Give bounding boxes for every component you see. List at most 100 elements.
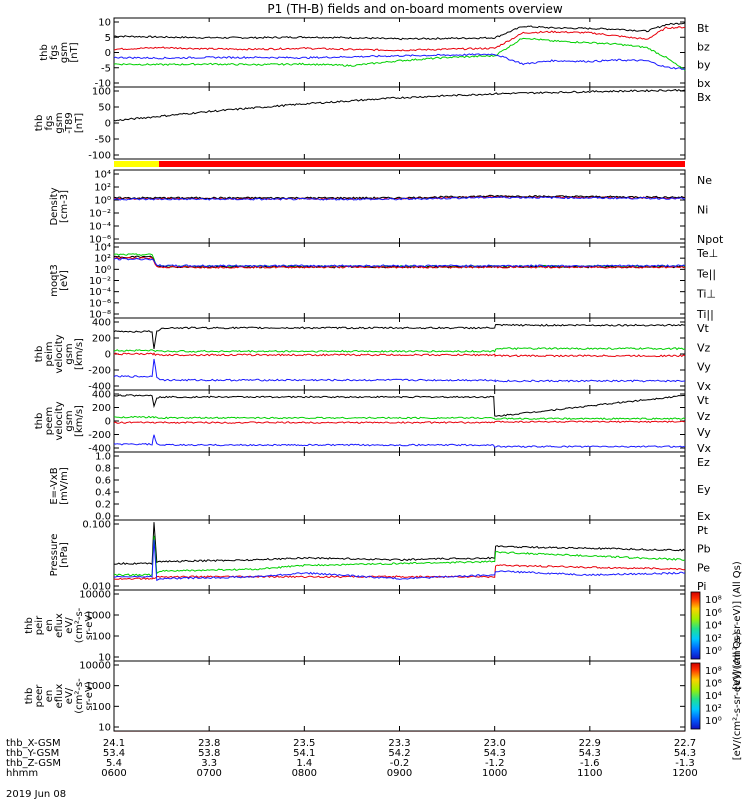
y-axis-label-line: eflux bbox=[54, 684, 65, 709]
x-tick-label: 1200 bbox=[672, 768, 697, 779]
y-axis-label-line: peem bbox=[44, 407, 55, 435]
legend-entry: Bt bbox=[697, 22, 710, 35]
y-tick-label: 10⁴ bbox=[94, 170, 111, 181]
panel-frame bbox=[113, 242, 686, 319]
series-line-bx bbox=[113, 53, 686, 70]
legend-entry: Bx bbox=[697, 91, 712, 104]
y-tick-label: -100 bbox=[88, 151, 111, 162]
y-axis-label-line: eflux bbox=[54, 613, 65, 638]
y-tick-label: -200 bbox=[88, 430, 111, 441]
legend-entry: bx bbox=[697, 77, 711, 90]
series-line-Bt bbox=[113, 22, 686, 41]
legend-entry: Ez bbox=[697, 456, 710, 469]
y-axis-label-line: gsm bbox=[54, 112, 65, 133]
y-axis-label-line: gsm bbox=[64, 343, 75, 364]
y-axis-label-line: [nT] bbox=[69, 42, 80, 62]
y-tick-label: 200 bbox=[92, 334, 111, 345]
y-axis-label: thb peer en eflux eV/(cm²-s-sr-eV) bbox=[24, 678, 95, 714]
y-tick-label: 10 bbox=[98, 18, 111, 29]
legend-entry: Pi bbox=[697, 580, 706, 593]
series-line-Ni bbox=[113, 194, 686, 200]
colorbar-label: [eV/(cm²-s-sr-eV)] (All Qs) bbox=[732, 561, 743, 690]
y-tick-label: 400 bbox=[92, 318, 111, 329]
y-axis-label-line: [km/s] bbox=[74, 405, 85, 437]
y-axis-label-line: -T89 bbox=[64, 112, 75, 134]
x-tick-label: 54.2 bbox=[388, 748, 410, 759]
colorbar-tick-label: 10⁰ bbox=[705, 716, 722, 727]
y-tick-label: 0 bbox=[105, 48, 111, 59]
x-axis-row-label: thb_X-GSM bbox=[6, 738, 61, 749]
series-line-Vx bbox=[113, 434, 685, 448]
legend-entry: Ni bbox=[697, 204, 708, 217]
colorbar-tick-label: 10² bbox=[705, 704, 722, 715]
panel-frame bbox=[113, 17, 686, 88]
y-tick-label: 400 bbox=[92, 390, 111, 401]
y-tick-label: 10 bbox=[98, 653, 111, 664]
legend-entry: by bbox=[697, 59, 711, 72]
y-tick-label: 10⁴ bbox=[94, 243, 111, 254]
panel-frame bbox=[113, 589, 686, 662]
mode-bar bbox=[114, 161, 685, 167]
y-axis-label-line: (cm²-s- bbox=[74, 678, 85, 714]
y-tick-label: 0 bbox=[105, 119, 111, 130]
x-tick-label: 54.3 bbox=[484, 748, 506, 759]
legend-entry: Ne bbox=[697, 174, 712, 187]
x-tick-label: 53.8 bbox=[198, 748, 220, 759]
y-axis-label: thb peir en eflux eV/(cm²-s-sr-eV) bbox=[24, 607, 95, 643]
y-tick-label: 10⁰ bbox=[94, 265, 111, 276]
y-axis-label-line: thb bbox=[34, 413, 45, 430]
y-axis-label: Density [cm-3] bbox=[49, 187, 70, 225]
y-tick-label: 1000 bbox=[86, 611, 111, 622]
colorbar-tick-label: 10² bbox=[705, 633, 722, 644]
x-tick-label: 23.8 bbox=[198, 738, 220, 749]
legend-entry: bz bbox=[697, 40, 710, 53]
series-line-Pt bbox=[113, 522, 686, 566]
y-tick-label: 0.6 bbox=[95, 476, 111, 487]
legend-entry: Vx bbox=[697, 442, 712, 455]
colorbar-tick-label: 10⁴ bbox=[705, 621, 722, 632]
legend-temperature: Te⊥ Te|| Ti⊥ Ti|| bbox=[696, 247, 718, 321]
x-tick-label: 0900 bbox=[387, 768, 412, 779]
y-tick-label: 100 bbox=[92, 87, 111, 98]
series-line-Vx bbox=[113, 358, 686, 383]
y-tick-label: 10⁻⁴ bbox=[89, 287, 111, 298]
panel-frame bbox=[113, 660, 686, 732]
panel-efield: 1.00.80.60.40.20.0 E=-VxB [mV/m] Ez Ey Ex bbox=[49, 451, 711, 523]
x-axis-row-label: thb_Y-GSM bbox=[6, 748, 59, 759]
panel-pressure: 0.100 0.010 Pressure [nPa] Pt Pb Pe Pi bbox=[49, 519, 711, 593]
figure-title: P1 (TH-B) fields and on-board moments ov… bbox=[267, 2, 563, 16]
y-axis-label-line: thb bbox=[34, 346, 45, 363]
x-tick-label: 0700 bbox=[196, 768, 221, 779]
colorbar-tick-label: 10⁶ bbox=[705, 608, 722, 619]
x-tick-label: 23.5 bbox=[293, 738, 315, 749]
x-tick-label: 1000 bbox=[482, 768, 507, 779]
legend-entry: Vy bbox=[697, 361, 711, 374]
y-axis-label-line: Density bbox=[49, 187, 60, 225]
x-tick-label: 23.3 bbox=[388, 738, 410, 749]
x-axis-row-label: hhmm bbox=[6, 768, 38, 779]
y-tick-label: 5 bbox=[105, 33, 111, 44]
x-tick-label: 1100 bbox=[577, 768, 602, 779]
date-label: 2019 Jun 08 bbox=[6, 789, 66, 800]
colorbar-tick-label: 10⁸ bbox=[705, 595, 722, 606]
y-axis-label-line: eV/ bbox=[64, 687, 75, 704]
legend-entry: Pt bbox=[697, 524, 709, 537]
legend-entry: Pb bbox=[697, 543, 711, 556]
x-tick-label: -1.3 bbox=[675, 758, 695, 769]
y-axis-label-line: thb bbox=[34, 115, 45, 132]
legend-entry: Te⊥ bbox=[696, 247, 718, 260]
y-axis-label: Pressure [nPa] bbox=[49, 534, 70, 577]
y-tick-label: 10⁻² bbox=[89, 276, 111, 287]
y-tick-label: 0.8 bbox=[95, 464, 111, 475]
legend-entry: Vz bbox=[697, 410, 711, 423]
y-tick-label: -200 bbox=[88, 366, 111, 377]
panel-fgs_gsm: 10 5 0 -5 -10 thb fgs gsm [nT] Bt bz by bx bbox=[39, 17, 711, 90]
colorbar-tick-label: 10⁰ bbox=[705, 646, 722, 657]
legend-fgs_gsm_t89: Bx bbox=[697, 91, 712, 104]
series-line-Vz bbox=[113, 420, 686, 424]
y-axis-label-line: gsm bbox=[64, 410, 75, 431]
